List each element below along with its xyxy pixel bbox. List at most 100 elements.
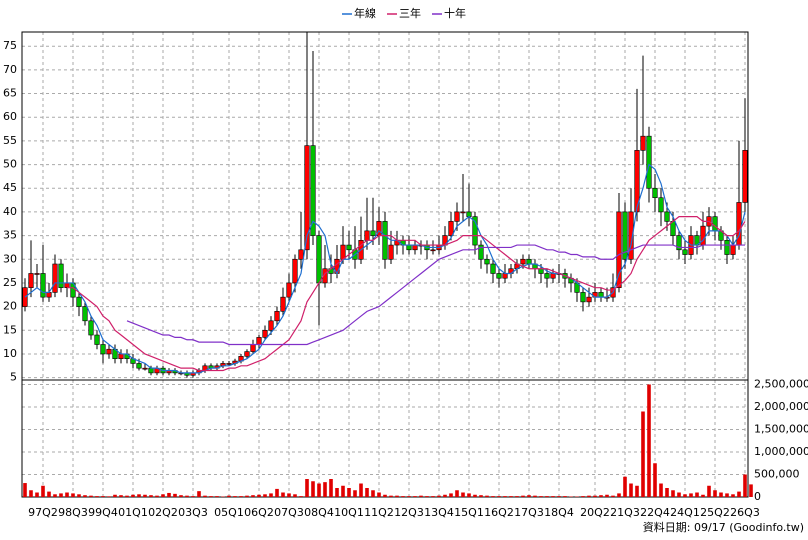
volume-bar [491,496,495,497]
volume-bar [389,495,393,497]
candle-body [106,348,112,355]
volume-bar [77,494,81,497]
volume-bar [371,490,375,497]
candle-body [490,263,496,274]
volume-bar [341,485,345,497]
x-tick-label: 07Q3 [274,506,304,519]
x-tick-label: 97Q2 [28,506,58,519]
volume-bar [311,481,315,497]
volume-bar [23,483,27,497]
volume-bar [677,492,681,497]
candle-body [28,273,34,288]
volume-bar [113,494,117,497]
volume-bar [461,492,465,497]
x-tick-label: 12Q3 [394,506,424,519]
y2-tick-label: 500,000 [754,468,800,481]
y-tick-label: 15 [3,323,17,336]
volume-bar [611,495,615,497]
volume-bar [269,493,273,497]
volume-bar [419,495,423,497]
candle-body [682,249,688,255]
volume-bar [671,490,675,497]
volume-bar [347,488,351,497]
volume-bar [359,483,363,497]
candle-body [628,211,634,260]
y-tick-label: 70 [3,63,17,76]
candle-body [526,258,532,265]
volume-bar [107,496,111,497]
candle-body [646,135,652,189]
candle-body [634,150,640,213]
volume-bar [653,463,657,497]
candle-body [250,344,256,352]
y-tick-label: 25 [3,276,17,289]
volume-bar [515,496,519,497]
candle-body [370,230,376,236]
candle-body [94,334,100,345]
y2-tick-label: 1,000,000 [754,445,808,458]
y-tick-label: 30 [3,252,17,265]
volume-bar [737,491,741,497]
volume-bar [353,490,357,497]
candle-body [724,240,730,255]
candle-body [742,150,748,203]
candle-body [520,258,526,265]
volume-bar [47,491,51,497]
x-tick-label: 13Q4 [424,506,454,519]
candle-body [502,273,508,279]
volume-bar [539,496,543,497]
y2-tick-label: 2,000,000 [754,400,808,413]
y-tick-label: 20 [3,300,17,313]
volume-bar [197,491,201,497]
volume-bar [623,476,627,497]
volume-bar [485,495,489,497]
y-tick-label: 75 [3,39,17,52]
volume-bar [455,490,459,497]
candle-body [640,135,646,151]
volume-bar [629,483,633,497]
candle-body [346,244,352,251]
volume-bar [191,496,195,497]
x-tick-label: 02Q2 [148,506,178,519]
candle-body [382,221,388,260]
candle-body [460,211,466,214]
x-tick-label: 17Q3 [514,506,544,519]
x-tick-label: 98Q3 [58,506,88,519]
volume-bar [701,494,705,497]
candle-body [364,230,370,241]
candle-body [82,306,88,322]
candle-body [388,244,394,260]
candle-body [88,320,94,336]
candle-body [280,296,286,312]
candle-body [76,296,82,307]
volume-bar [275,488,279,497]
volume-bar [635,485,639,497]
candle-body [142,367,148,370]
volume-bar [329,479,333,497]
volume-bar [317,483,321,497]
volume-bar [263,494,267,497]
volume-bar [431,496,435,497]
x-tick-label: 11Q2 [364,506,394,519]
volume-bar [29,490,33,497]
volume-bar [287,493,291,497]
candle-body [256,337,262,345]
volume-bar [299,496,303,497]
volume-bar [101,496,105,497]
candle-body [340,244,346,260]
y-tick-label: 40 [3,205,17,218]
volume-bar [179,495,183,497]
volume-bar [209,496,213,497]
candle-body [316,235,322,284]
candle-body [304,145,310,251]
volume-bar [713,490,717,497]
volume-bar [551,496,555,497]
volume-bar [707,485,711,497]
candle-body [472,216,478,246]
candle-body [664,211,670,222]
x-tick-label: 16Q2 [484,506,514,519]
candle-body [658,197,664,213]
candle-body [310,145,316,236]
